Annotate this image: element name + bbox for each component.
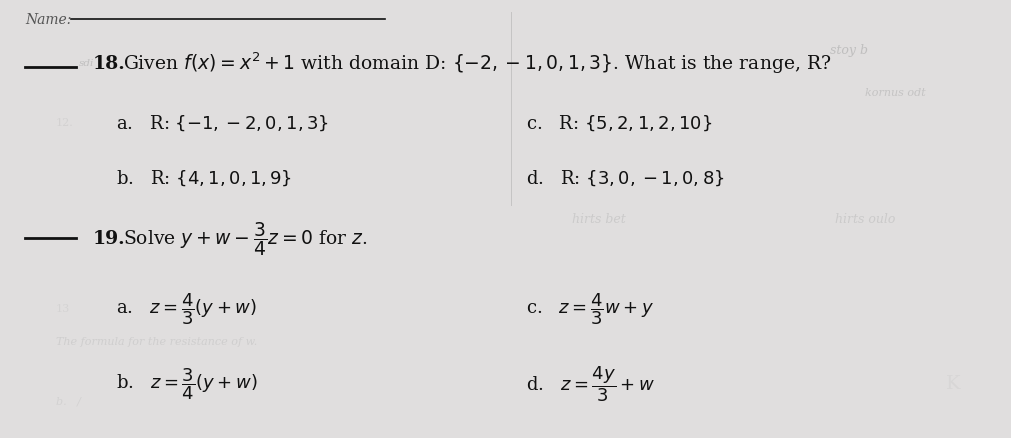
- Text: d.   R: $\{3,0,-1,0,8\}$: d. R: $\{3,0,-1,0,8\}$: [526, 168, 724, 187]
- Text: The formula for the resistance of w.: The formula for the resistance of w.: [56, 337, 257, 346]
- Text: 18.: 18.: [93, 54, 125, 73]
- Text: hirts bet: hirts bet: [571, 212, 625, 226]
- Text: d.   $z = \dfrac{4y}{3} + w$: d. $z = \dfrac{4y}{3} + w$: [526, 364, 655, 403]
- Text: c.   R: $\{5,2,1,2,10\}$: c. R: $\{5,2,1,2,10\}$: [526, 113, 712, 132]
- Text: kornus odt: kornus odt: [864, 88, 925, 98]
- Text: b.   $z = \dfrac{3}{4}\left(y + w\right)$: b. $z = \dfrac{3}{4}\left(y + w\right)$: [116, 365, 258, 401]
- Text: stoy b: stoy b: [829, 44, 867, 57]
- Text: sdi: sdi: [79, 59, 94, 68]
- Text: hirts oulo: hirts oulo: [834, 212, 895, 226]
- Text: Name:: Name:: [25, 13, 72, 27]
- Text: K: K: [945, 374, 959, 392]
- Text: b.   /: b. /: [56, 396, 81, 406]
- Text: b.   R: $\{4,1,0,1,9\}$: b. R: $\{4,1,0,1,9\}$: [116, 168, 291, 187]
- Text: a.   $z = \dfrac{4}{3}\left(y + w\right)$: a. $z = \dfrac{4}{3}\left(y + w\right)$: [116, 291, 257, 327]
- Text: c.   $z = \dfrac{4}{3}w + y$: c. $z = \dfrac{4}{3}w + y$: [526, 291, 653, 327]
- Text: 19.: 19.: [93, 230, 125, 248]
- Text: Solve $y + w - \dfrac{3}{4}z = 0$ for $z$.: Solve $y + w - \dfrac{3}{4}z = 0$ for $z…: [123, 220, 367, 258]
- Text: a.   R: $\{-1,-2,0,1,3\}$: a. R: $\{-1,-2,0,1,3\}$: [116, 113, 329, 132]
- Text: 13: 13: [56, 304, 70, 314]
- Text: 12.: 12.: [56, 118, 74, 127]
- Text: Given $f(x) = x^2 + 1$ with domain D: $\{-2,-1,0,1,3\}$. What is the range, R?: Given $f(x) = x^2 + 1$ with domain D: $\…: [123, 51, 831, 76]
